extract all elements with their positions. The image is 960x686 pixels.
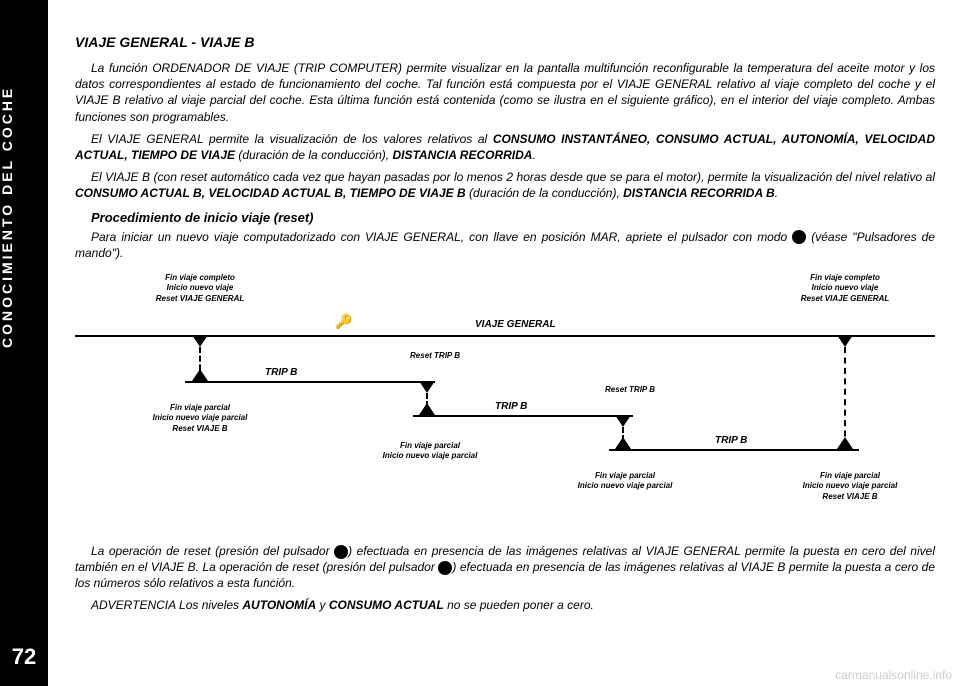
- diagram-tripb-label-1: TRIP B: [265, 367, 297, 378]
- mode-button-icon: M: [792, 230, 806, 244]
- mode-button-icon: M: [334, 545, 348, 559]
- diagram-viaje-general-label: VIAJE GENERAL: [475, 319, 556, 330]
- p3-a: El VIAJE B (con reset automático cada ve…: [91, 170, 935, 184]
- page-content: VIAJE GENERAL - VIAJE B La función ORDEN…: [75, 34, 935, 620]
- trip-diagram: Fin viaje completoInicio nuevo viajeRese…: [75, 273, 935, 533]
- paragraph-3: El VIAJE B (con reset automático cada ve…: [75, 169, 935, 201]
- p3-caps: CONSUMO ACTUAL B, VELOCIDAD ACTUAL B, TI…: [75, 186, 466, 200]
- diagram-label-bottom-1: Fin viaje parcialInicio nuevo viaje parc…: [135, 403, 265, 434]
- p4-a: Para iniciar un nuevo viaje computadoriz…: [91, 230, 792, 244]
- key-icon: 🔑: [335, 313, 352, 330]
- tri-icon: [192, 369, 208, 381]
- p2-b: (duración de la conducción),: [235, 148, 392, 162]
- diagram-tripb-line-2: [413, 415, 633, 417]
- tri-icon: [419, 381, 435, 393]
- p3-b: (duración de la conducción),: [466, 186, 623, 200]
- section-title: VIAJE GENERAL - VIAJE B: [75, 34, 935, 50]
- page-number: 72: [0, 644, 48, 670]
- diagram-label-bottom-2: Fin viaje parcialInicio nuevo viaje parc…: [365, 441, 495, 462]
- diagram-reset-tripb-1: Reset TRIP B: [395, 351, 475, 361]
- diagram-label-bottom-3: Fin viaje parcialInicio nuevo viaje parc…: [560, 471, 690, 492]
- tri-icon: [615, 415, 631, 427]
- w-c: no se pueden poner a cero.: [444, 598, 594, 612]
- tri-icon: [837, 335, 853, 347]
- tri-icon: [192, 335, 208, 347]
- diagram-reset-tripb-2: Reset TRIP B: [590, 385, 670, 395]
- tri-icon: [615, 437, 631, 449]
- p3-caps2: DISTANCIA RECORRIDA B: [623, 186, 775, 200]
- diagram-label-top-right: Fin viaje completoInicio nuevo viajeRese…: [775, 273, 915, 304]
- p2-a: El VIAJE GENERAL permite la visualizació…: [91, 132, 493, 146]
- tri-icon: [419, 403, 435, 415]
- diagram-connector: [844, 347, 846, 447]
- sidebar: CONOCIMIENTO DEL COCHE 72: [0, 0, 48, 686]
- w-caps: AUTONOMÍA: [242, 598, 316, 612]
- tri-icon: [837, 437, 853, 449]
- p2-c: .: [532, 148, 535, 162]
- p3-c: .: [775, 186, 778, 200]
- w-a: ADVERTENCIA Los niveles: [91, 598, 242, 612]
- diagram-tripb-line-1: [185, 381, 435, 383]
- paragraph-2: El VIAJE GENERAL permite la visualizació…: [75, 131, 935, 163]
- p2-caps2: DISTANCIA RECORRIDA: [392, 148, 532, 162]
- paragraph-5: La operación de reset (presión del pulsa…: [75, 543, 935, 592]
- diagram-tripb-label-2: TRIP B: [495, 401, 527, 412]
- procedure-subtitle: Procedimiento de inicio viaje (reset): [75, 210, 935, 225]
- diagram-tripb-line-3: [609, 449, 859, 451]
- paragraph-4: Para iniciar un nuevo viaje computadoriz…: [75, 229, 935, 261]
- diagram-label-bottom-4: Fin viaje parcialInicio nuevo viaje parc…: [785, 471, 915, 502]
- mode-button-icon: M: [438, 561, 452, 575]
- watermark: carmanualsonline.info: [835, 668, 952, 682]
- diagram-tripb-label-3: TRIP B: [715, 435, 747, 446]
- sidebar-section-label: CONOCIMIENTO DEL COCHE: [0, 86, 15, 348]
- warning-paragraph: ADVERTENCIA Los niveles AUTONOMÍA y CONS…: [75, 597, 935, 613]
- diagram-label-top-left: Fin viaje completoInicio nuevo viajeRese…: [130, 273, 270, 304]
- w-caps2: CONSUMO ACTUAL: [329, 598, 444, 612]
- w-b: y: [316, 598, 329, 612]
- paragraph-1: La función ORDENADOR DE VIAJE (TRIP COMP…: [75, 60, 935, 125]
- p5-a: La operación de reset (presión del pulsa…: [91, 544, 334, 558]
